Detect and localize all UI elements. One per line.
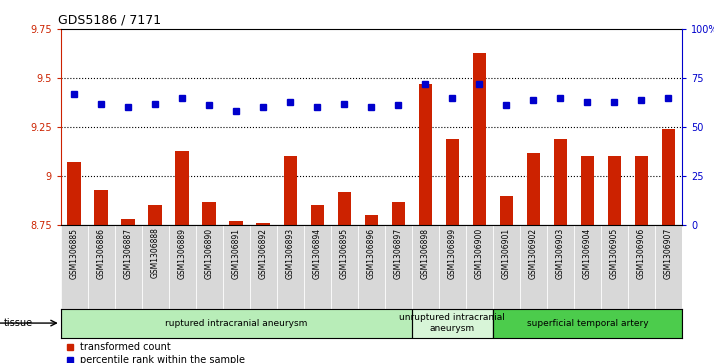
Bar — [635, 156, 648, 225]
Text: superficial temporal artery: superficial temporal artery — [526, 319, 648, 327]
Bar — [311, 205, 324, 225]
Bar — [338, 192, 351, 225]
Text: GSM1306890: GSM1306890 — [205, 228, 213, 279]
Text: GSM1306895: GSM1306895 — [340, 228, 348, 279]
Text: GDS5186 / 7171: GDS5186 / 7171 — [58, 13, 161, 26]
Bar — [203, 201, 216, 225]
Bar — [121, 219, 135, 225]
Bar — [365, 215, 378, 225]
Bar — [94, 190, 108, 225]
Text: ruptured intracranial aneurysm: ruptured intracranial aneurysm — [165, 319, 308, 327]
Bar — [391, 201, 405, 225]
Bar — [229, 221, 243, 225]
Bar — [608, 156, 621, 225]
Text: GSM1306907: GSM1306907 — [664, 228, 673, 279]
Text: tissue: tissue — [4, 318, 33, 328]
Text: GSM1306892: GSM1306892 — [258, 228, 268, 278]
Bar — [256, 223, 270, 225]
Text: GSM1306891: GSM1306891 — [232, 228, 241, 278]
Text: GSM1306906: GSM1306906 — [637, 228, 646, 279]
Bar — [473, 53, 486, 225]
Text: GSM1306901: GSM1306901 — [502, 228, 511, 279]
Text: GSM1306889: GSM1306889 — [178, 228, 187, 278]
Text: GSM1306893: GSM1306893 — [286, 228, 295, 279]
Text: GSM1306894: GSM1306894 — [313, 228, 322, 279]
Text: GSM1306899: GSM1306899 — [448, 228, 457, 279]
Text: GSM1306905: GSM1306905 — [610, 228, 619, 279]
Bar — [526, 152, 540, 225]
Text: GSM1306898: GSM1306898 — [421, 228, 430, 278]
Text: GSM1306897: GSM1306897 — [394, 228, 403, 279]
Bar — [67, 162, 81, 225]
Bar — [580, 156, 594, 225]
Bar — [418, 84, 432, 225]
Bar — [149, 205, 162, 225]
Text: GSM1306887: GSM1306887 — [124, 228, 133, 278]
Bar — [500, 196, 513, 225]
Bar — [176, 151, 189, 225]
Text: GSM1306886: GSM1306886 — [96, 228, 106, 278]
Text: GSM1306900: GSM1306900 — [475, 228, 484, 279]
Bar — [283, 156, 297, 225]
Text: GSM1306904: GSM1306904 — [583, 228, 592, 279]
Bar — [446, 139, 459, 225]
Text: GSM1306903: GSM1306903 — [555, 228, 565, 279]
Text: GSM1306885: GSM1306885 — [70, 228, 79, 278]
Text: GSM1306888: GSM1306888 — [151, 228, 160, 278]
Text: GSM1306896: GSM1306896 — [367, 228, 376, 279]
Bar — [553, 139, 567, 225]
Bar — [662, 129, 675, 225]
Legend: transformed count, percentile rank within the sample: transformed count, percentile rank withi… — [66, 342, 245, 363]
Text: unruptured intracranial
aneurysm: unruptured intracranial aneurysm — [399, 313, 506, 333]
Text: GSM1306902: GSM1306902 — [529, 228, 538, 279]
